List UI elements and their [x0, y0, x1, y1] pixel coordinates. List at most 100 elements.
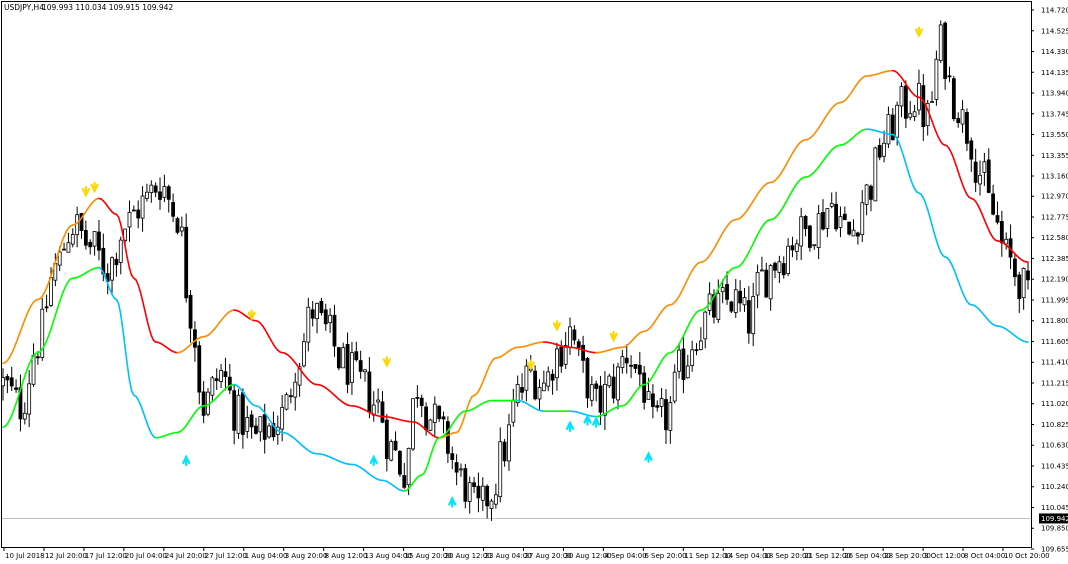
time-tick-label: 15 Aug 20:00: [405, 552, 452, 560]
upper-band-segment: [128, 267, 133, 277]
candle-body: [681, 348, 686, 380]
time-tick-label: 23 Aug 04:00: [485, 552, 532, 560]
candle-body: [131, 209, 136, 212]
candle-body: [88, 241, 93, 248]
upper-band-segment: [150, 334, 155, 342]
candle-body: [336, 347, 341, 369]
candle-body: [794, 243, 799, 252]
candle-body: [733, 289, 738, 313]
lower-band-segment: [750, 242, 755, 249]
candle-body: [35, 356, 40, 359]
candle-body: [712, 294, 716, 318]
upper-band-segment: [987, 229, 992, 236]
price-tick-label: 113.745: [1041, 110, 1068, 118]
candle-body: [476, 485, 481, 499]
candle-body: [969, 140, 974, 160]
lower-band-segment: [909, 177, 914, 185]
upper-band-segment: [486, 365, 491, 372]
lower-band-segment: [961, 291, 966, 299]
candle-body: [463, 468, 468, 502]
candle-body: [454, 462, 459, 473]
time-tick-label: 27 Aug 20:00: [524, 552, 571, 560]
upper-band-segment: [948, 148, 953, 155]
candle-body: [136, 209, 141, 219]
upper-band-segment: [117, 216, 122, 226]
price-tick-label: 110.435: [1041, 462, 1068, 470]
time-tick-label: 13 Aug 04:00: [365, 552, 412, 560]
upper-band-segment: [21, 318, 26, 327]
upper-band-segment: [479, 381, 484, 388]
candle-body: [367, 371, 372, 413]
candle-body: [576, 341, 581, 348]
candle-body: [118, 239, 123, 263]
upper-band-segment: [124, 245, 129, 259]
candle-body: [620, 356, 625, 368]
candle-body: [31, 355, 36, 385]
candle-body: [650, 393, 655, 408]
lower-band-segment: [748, 247, 752, 254]
upper-band-segment: [961, 183, 966, 191]
lower-band-segment: [15, 396, 20, 405]
sell-arrow-icon: [382, 356, 391, 368]
upper-band-segment: [963, 189, 968, 196]
lower-band-segment: [47, 328, 52, 337]
sell-arrow-icon: [609, 330, 618, 343]
lower-band-segment: [902, 155, 907, 165]
candle-body: [568, 326, 572, 348]
lower-band-segment: [124, 346, 129, 366]
lower-band-segment: [56, 300, 61, 310]
upper-band-segment: [981, 213, 986, 221]
price-tick-label: 111.800: [1041, 317, 1068, 325]
candle-body: [550, 373, 555, 381]
candle-body: [515, 384, 520, 404]
lower-band-segment: [686, 321, 691, 328]
lower-band-segment: [931, 224, 936, 234]
lower-band-segment: [119, 313, 124, 331]
candle-body: [441, 416, 446, 420]
candle-body: [210, 377, 215, 396]
candle-body: [328, 314, 333, 324]
candle-body: [1017, 274, 1022, 299]
buy-arrow-icon: [448, 495, 457, 508]
time-tick-label: 12 Jul 20:00: [45, 552, 87, 560]
candle-body: [110, 257, 114, 281]
time-tick-label: 26 Sep 04:00: [844, 552, 891, 560]
candle-body: [755, 271, 760, 296]
lower-band-segment: [429, 448, 434, 458]
lower-band-segment: [54, 307, 59, 317]
sell-arrow-icon: [247, 309, 256, 322]
candle-body: [75, 214, 80, 236]
lower-band-segment: [896, 138, 901, 145]
lower-band-segment: [922, 196, 927, 204]
candle-body: [227, 376, 232, 391]
candle-body: [786, 245, 791, 274]
candle-body: [851, 229, 856, 237]
lower-band-segment: [104, 276, 109, 285]
time-tick-label: 30 Aug 12:00: [564, 552, 611, 560]
candle-body: [432, 403, 437, 424]
candle-body: [559, 346, 564, 367]
candle-body: [978, 174, 982, 185]
lower-band-segment: [102, 271, 107, 279]
upper-band-segment: [143, 309, 148, 321]
lower-band-segment: [8, 414, 13, 422]
candle-body: [585, 358, 590, 399]
candle-body: [245, 417, 250, 432]
upper-band-segment: [61, 235, 65, 244]
upper-band-segment: [47, 275, 52, 283]
candle-body: [197, 345, 202, 393]
candle-body: [162, 186, 167, 198]
upper-band-segment: [63, 231, 68, 238]
price-axis[interactable]: 114.720 114.525 114.330 114.135 113.940 113.7…: [1031, 7, 1068, 554]
upper-band-segment: [17, 330, 22, 339]
upper-band-segment: [141, 299, 146, 311]
candle-body: [70, 234, 75, 245]
candle-body: [1021, 267, 1026, 299]
candle-body: [947, 75, 952, 78]
upper-band-segment: [13, 342, 17, 350]
candle-body: [886, 114, 891, 145]
candle-body: [411, 398, 415, 450]
